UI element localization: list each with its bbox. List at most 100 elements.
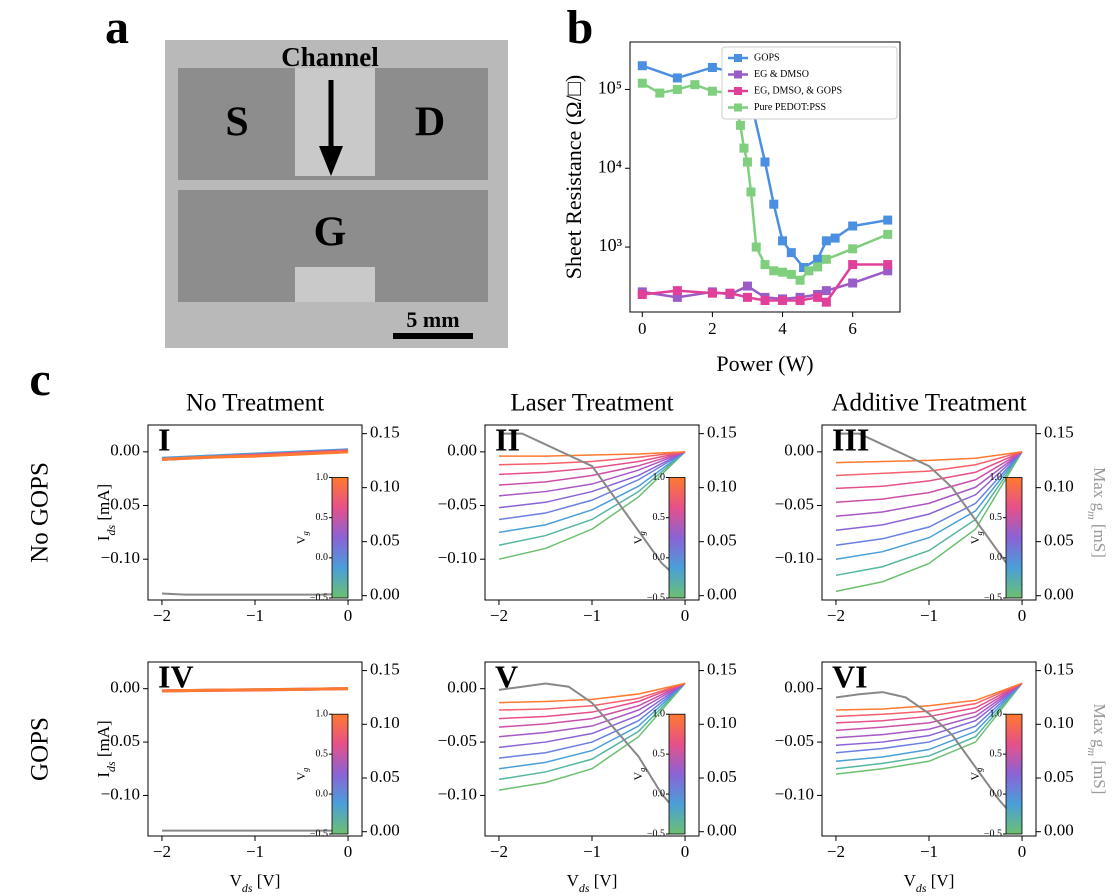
iv-curve [498, 682, 686, 704]
y-axis-label-unit: [mA] [94, 720, 113, 761]
marker [883, 260, 893, 270]
marker [804, 266, 814, 276]
y-tick-label: −0.05 [775, 494, 814, 513]
legend-marker [734, 103, 742, 112]
colorbar [668, 713, 686, 835]
series-line [642, 263, 888, 304]
marker [778, 295, 788, 305]
x-tick-label: −1 [246, 606, 264, 625]
y2-tick-label: 0.15 [1044, 659, 1074, 678]
legend-label: Pure PEDOT:PSS [754, 102, 826, 113]
iv-curve [835, 682, 1023, 739]
legend-marker [734, 87, 742, 95]
marker [672, 84, 682, 94]
y2-tick-label: 0.05 [707, 531, 737, 550]
y-tick-label: −0.10 [101, 548, 140, 567]
x-tick-label: −1 [583, 842, 601, 861]
marker [742, 292, 752, 302]
marker [821, 236, 831, 246]
marker [707, 62, 717, 72]
marker [848, 221, 858, 231]
colorbar-tick-label: 0.0 [990, 788, 1003, 799]
y2-tick-label: 0.05 [1044, 767, 1074, 786]
colorbar-label-sub: g [301, 531, 310, 535]
column-title: Additive Treatment [831, 390, 1026, 417]
x-tick-label: 6 [848, 319, 857, 338]
marker [883, 266, 893, 276]
colorbar-tick-label: 0.5 [316, 512, 329, 523]
colorbar-label-main: V [631, 535, 645, 544]
column-title: Laser Treatment [510, 390, 673, 417]
iv-curve [835, 451, 1023, 490]
iv-curve [498, 451, 686, 457]
panel-numeral: IV [158, 658, 194, 694]
iv-curve [498, 451, 686, 486]
colorbar-tick-label: −0.5 [984, 592, 1002, 603]
marker [707, 288, 717, 298]
iv-curve [498, 451, 686, 534]
x-axis-label: Power (W) [716, 351, 813, 376]
marker [760, 157, 770, 167]
x-axis-label-sub: ds [916, 881, 927, 895]
iv-curve [498, 682, 686, 791]
y2-axis-label-unit: [mS] [1090, 520, 1109, 558]
marker [821, 254, 831, 264]
colorbar-label: Vg [631, 768, 648, 781]
x-tick-label: 2 [708, 319, 717, 338]
colorbar-label: Vg [968, 531, 985, 544]
colorbar-label-main: V [968, 772, 982, 781]
y-tick-label: 10⁴ [598, 156, 622, 176]
panel-numeral: II [495, 421, 520, 457]
marker [637, 78, 647, 88]
x-axis-label: Vds [V] [904, 871, 955, 895]
label: S [225, 100, 248, 146]
x-axis-label-main: V [567, 871, 580, 890]
marker [760, 295, 770, 305]
colorbar-label-main: V [294, 535, 308, 544]
iv-curve [498, 682, 686, 770]
y-tick-label: −0.05 [438, 731, 477, 750]
y2-tick-label: 0.10 [1044, 713, 1074, 732]
iv-curve [835, 451, 1023, 593]
marker [813, 254, 823, 264]
y2-tick-label: 0.00 [370, 821, 400, 840]
y2-tick-label: 0.00 [707, 821, 737, 840]
row-title: GOPS [27, 717, 54, 781]
marker [848, 244, 858, 254]
iv-curve [498, 682, 686, 749]
iv-curve [835, 451, 1023, 504]
y2-tick-label: 0.00 [370, 585, 400, 604]
iv-curve [498, 682, 686, 720]
y2-tick-label: 0.10 [707, 477, 737, 496]
colorbar-label-sub: g [975, 768, 984, 772]
marker [799, 263, 809, 273]
iv-curve [835, 451, 1023, 531]
colorbar-tick-label: −0.5 [984, 828, 1002, 839]
colorbar-label-main: V [968, 535, 982, 544]
x-axis-label: Vds [V] [567, 871, 618, 895]
legend-label: EG & DMSO [754, 69, 809, 80]
y-tick-label: 0.00 [447, 441, 477, 460]
y2-axis-label-main: Max g [1090, 704, 1109, 748]
iv-curve [498, 451, 686, 497]
x-tick-label: 0 [638, 319, 647, 338]
iv-curve [161, 687, 349, 693]
marker [751, 242, 761, 252]
y2-tick-label: 0.15 [370, 423, 400, 442]
colorbar [331, 713, 349, 835]
legend-marker [734, 54, 742, 62]
marker [672, 286, 682, 296]
colorbar-tick-label: 0.5 [990, 512, 1003, 523]
legend-box [721, 46, 898, 120]
iv-curve [498, 682, 686, 728]
y-tick-label: −0.05 [775, 731, 814, 750]
gm-line [161, 592, 349, 596]
iv-curve [835, 682, 1023, 724]
marker [690, 80, 700, 90]
y-axis-label-sub: ds [104, 761, 118, 772]
x-tick-label: 0 [1018, 606, 1027, 625]
y-tick-label: −0.10 [775, 784, 814, 803]
iv-curve [835, 451, 1023, 577]
iv-curve [835, 451, 1023, 560]
panel-numeral: III [832, 421, 869, 457]
